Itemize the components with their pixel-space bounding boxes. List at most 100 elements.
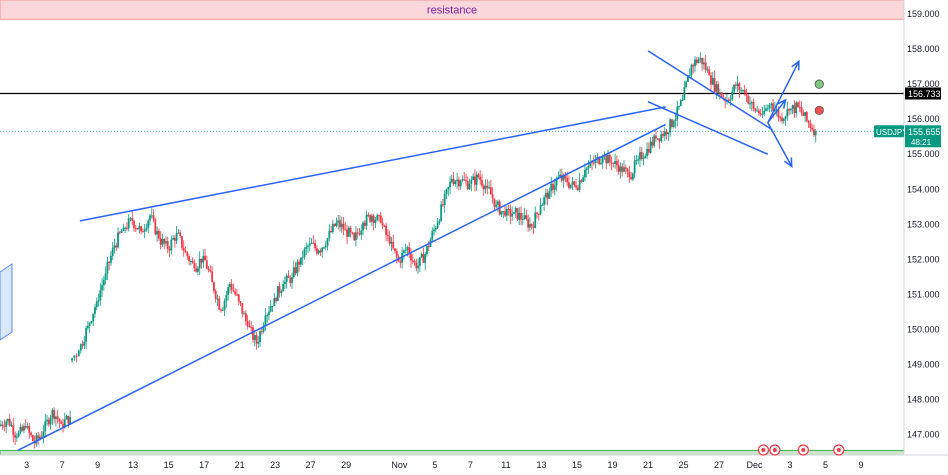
candle-body <box>789 108 792 111</box>
candle-body <box>106 261 109 274</box>
candle-body <box>481 180 483 186</box>
candle-body <box>232 290 235 292</box>
candle-body <box>367 214 370 216</box>
candle-body <box>743 90 746 93</box>
candle-body <box>143 229 146 232</box>
candle-body <box>681 99 684 101</box>
candle-body <box>191 261 194 264</box>
candle-body <box>706 69 709 71</box>
candle-body <box>58 419 61 422</box>
candle-body <box>388 236 391 244</box>
candle-body <box>592 162 595 164</box>
time-tick-label: 19 <box>607 460 617 470</box>
candle-body <box>486 185 489 188</box>
level-badge-value: 156.733 <box>908 89 941 99</box>
candle-body <box>573 181 576 186</box>
candle-body <box>447 187 450 190</box>
candle-body <box>108 261 111 263</box>
candle-body <box>149 215 151 221</box>
candle-body <box>692 64 695 67</box>
symbol-badge-text: USDJPY <box>876 128 908 137</box>
projection-arrowhead-2 <box>777 98 787 109</box>
candle-body <box>358 233 361 235</box>
trendline-3 <box>647 50 773 131</box>
candle-body <box>802 112 805 116</box>
candle-body <box>381 222 384 226</box>
time-axis: 3 7 9 13 15 17 21 23 27 29 Nov 5 7 11 13 15 19 21 25 27 Dec 3… <box>0 454 948 475</box>
candle-body <box>319 250 322 253</box>
candle-body <box>355 232 357 241</box>
candle-body <box>340 223 343 228</box>
candle-body <box>644 155 647 158</box>
candle-body <box>804 112 806 116</box>
candle-body <box>92 313 95 322</box>
candle-body <box>459 180 462 187</box>
level-badge <box>905 87 941 100</box>
candle-body <box>711 77 714 85</box>
candle-body <box>775 109 778 111</box>
candle-body <box>560 174 563 181</box>
candle-body <box>672 120 675 127</box>
candle-body <box>31 435 34 441</box>
candle-body <box>562 175 565 181</box>
price-tick-label: 156.000 <box>907 114 940 124</box>
candle-body <box>617 165 620 172</box>
candle-body <box>228 283 231 288</box>
candle-body <box>615 161 618 166</box>
target-marker <box>814 79 824 89</box>
candle-body <box>225 294 228 301</box>
candle-body <box>759 113 762 115</box>
candle-body <box>511 213 514 217</box>
candle-body <box>575 185 577 188</box>
candle-body <box>747 95 750 104</box>
candle-body <box>140 226 143 232</box>
candle-body <box>379 215 382 223</box>
candle-body <box>752 102 755 109</box>
candle-body <box>189 261 192 263</box>
candle-body <box>339 220 341 228</box>
candle-body <box>285 275 288 282</box>
candle-body <box>230 283 233 291</box>
candle-body <box>756 110 759 112</box>
candle-body <box>507 209 510 211</box>
candle-body <box>168 248 171 251</box>
projection-arrow-2 <box>767 99 787 124</box>
candle-body <box>46 419 48 422</box>
candle-body <box>626 169 629 172</box>
candle-body <box>202 255 205 263</box>
candle-body <box>331 223 334 233</box>
price-badge <box>905 125 941 148</box>
candle-body <box>124 227 127 229</box>
candle-body <box>576 187 579 190</box>
candle-body <box>745 92 748 96</box>
candle-body <box>589 161 592 167</box>
candle-body <box>434 227 437 230</box>
candle-body <box>349 227 352 233</box>
candle-body <box>695 59 698 64</box>
candle-body <box>708 69 711 76</box>
candle-body <box>472 176 475 180</box>
candle-body <box>777 109 780 118</box>
candle-body <box>784 116 787 119</box>
projection-arrow-1 <box>767 61 800 124</box>
candle-body <box>278 286 281 293</box>
candle-body <box>136 228 139 230</box>
time-axis-background <box>0 455 948 475</box>
candle-body <box>433 229 435 232</box>
candle-body <box>289 277 292 283</box>
candle-body <box>312 242 315 244</box>
candle-body <box>35 435 38 444</box>
trendline-4 <box>647 100 769 155</box>
candle-body <box>301 257 304 259</box>
candle-body <box>671 119 673 127</box>
candle-body <box>127 218 130 229</box>
price-tick-label: 148.000 <box>907 395 940 405</box>
candle-body <box>5 421 8 427</box>
candle-body <box>369 215 372 222</box>
candle-body <box>663 131 666 136</box>
price-tick-label: 149.000 <box>907 360 940 370</box>
candle-body <box>813 129 815 136</box>
candle-body <box>40 436 43 438</box>
candle-body <box>452 178 455 185</box>
